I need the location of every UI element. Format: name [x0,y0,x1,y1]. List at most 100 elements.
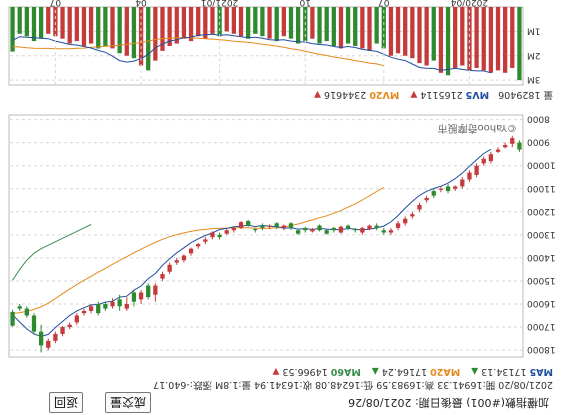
volume-bar [124,7,129,56]
mv20-line [12,37,384,67]
volume-bar [238,7,244,37]
candle-body [374,225,379,228]
ma-legend: MA5 17134.13 ▲ MA20 17164.24 ▲ MA60 1496… [270,366,553,377]
price-tick-label: 14000 [527,252,556,262]
volume-bar [410,7,415,59]
candle-body [117,299,122,307]
candle-body [24,308,29,316]
volume-bar [324,7,329,42]
index-title: 加權指數(#001) 最後日期: 2021/08/26 [348,396,549,409]
price-tick-label: 17000 [527,321,556,331]
candle-body [103,303,108,309]
candle-body [88,306,94,311]
candle-body [310,229,315,232]
volume-bar [24,7,29,37]
candle-body [53,333,58,341]
candle-body [224,230,229,234]
candle-body [131,292,137,302]
candle-body [453,186,458,189]
candle-body [138,292,144,300]
candle-body [510,138,515,144]
volume-button[interactable]: 成交量 [104,392,151,413]
candle-body [196,244,201,247]
volume-bar [431,7,436,61]
volume-bar [424,7,429,66]
candle-body [317,225,322,231]
candle-body [253,229,258,231]
volume-bar [481,7,486,71]
volume-bar [317,7,322,44]
volume-bar [217,7,222,37]
candle-body [424,197,429,201]
volume-bar [224,7,229,32]
candle-body [345,225,351,228]
volume-bar [353,7,358,46]
volume-bar [381,7,386,49]
candle-body [281,225,286,228]
candle-body [295,230,301,234]
candle-body [467,172,472,180]
volume-bar [495,7,501,71]
volume-bar [310,7,315,39]
candle-body [188,248,194,254]
candle-body [495,149,501,152]
price-plot-frame [8,114,524,358]
price-tick-label: 9000 [527,137,550,147]
volume-bar [74,7,79,42]
candle-body [124,303,129,309]
volume-bar [467,7,472,71]
volume-bar [88,7,94,44]
volume-bar [345,7,351,44]
candle-body [146,285,151,298]
candle-body [110,301,115,307]
volume-bar [388,7,394,56]
candle-body [288,223,294,228]
volume-bar [395,7,401,54]
candle-body [210,232,215,238]
volume-chart: 1M 2M 3M 2020/04 07 10 2021/01 04 07 [8,0,541,86]
volume-bar [203,7,208,39]
volume-bar [46,7,51,34]
volume-bar [374,7,379,44]
candle-body [38,331,44,346]
price-tick-label: 8000 [527,114,550,124]
volume-bar [38,7,44,39]
candle-body [381,230,386,233]
volume-bar [445,7,451,76]
candle-body [403,218,408,224]
candle-body [10,311,15,326]
x-tick-label: 07 [50,0,61,7]
price-tick-label: 16000 [527,298,556,308]
ma60-legend: MA60 14966.53 ▼ [272,366,361,377]
volume-tick-label: 2M [527,50,541,60]
price-chart: 8000 9000 10000 11000 12000 13000 14000 15000 16… [8,114,556,358]
candle-body [517,142,522,150]
ma60-line [12,224,92,281]
x-tick-label: 10 [299,0,311,7]
candle-body [488,154,494,162]
candle-body [217,234,222,238]
price-tick-label: 13000 [527,229,556,239]
candle-body [431,191,436,196]
volume-bar [510,7,515,68]
price-tick-label: 10000 [527,160,556,170]
volume-bar [67,7,72,44]
candle-body [410,214,415,217]
volume-bar [53,7,58,37]
back-button[interactable]: 返回 [48,392,83,413]
candle-body [367,225,372,230]
candle-body [153,285,158,295]
volume-bar [153,7,158,61]
volume-bar [81,7,87,46]
ma5-line [12,148,492,337]
volume-tick-label: 3M [527,74,541,84]
volume-bar [10,7,15,52]
ma20-line [12,186,385,314]
volume-bar [517,7,522,81]
candle-body [81,310,87,314]
volume-bar [253,7,258,34]
volume-bar [131,7,137,59]
candle-body [267,225,272,227]
volume-bar [260,7,265,37]
candle-body [303,227,308,231]
